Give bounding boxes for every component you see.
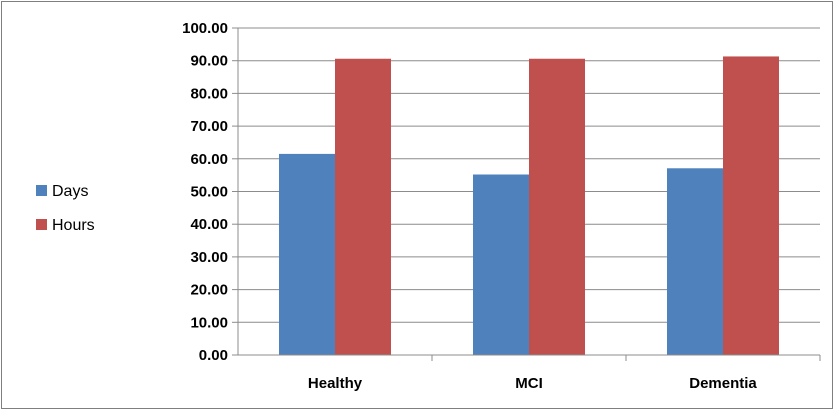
bar-days-mci	[473, 174, 529, 355]
y-tick-label: 70.00	[190, 118, 228, 135]
x-category-label: Dementia	[689, 375, 757, 392]
x-category-labels: Healthy MCI Dementia	[308, 375, 758, 392]
legend-label-days: Days	[52, 183, 88, 200]
y-tick-label: 50.00	[190, 184, 228, 201]
bar-days-healthy	[279, 153, 335, 355]
y-tick-label: 100.00	[182, 20, 228, 37]
y-tick-label: 90.00	[190, 53, 228, 70]
y-tick-label: 30.00	[190, 249, 228, 266]
axes	[232, 27, 821, 361]
legend: Days Hours	[36, 183, 95, 234]
x-category-label: Healthy	[308, 375, 363, 392]
y-tick-label: 10.00	[190, 314, 228, 331]
bar-hours-mci	[529, 58, 585, 355]
y-tick-label: 20.00	[190, 282, 228, 299]
y-tick-label: 60.00	[190, 151, 228, 168]
y-tick-label: 80.00	[190, 85, 228, 102]
bar-days-dementia	[667, 168, 723, 355]
bar-chart: 0.00 10.00 20.00 30.00 40.00 50.00 60.00 70.00 8…	[36, 20, 821, 392]
legend-label-hours: Hours	[52, 217, 95, 234]
bar-hours-healthy	[335, 58, 391, 355]
y-tick-label: 40.00	[190, 216, 228, 233]
bar-hours-dementia	[723, 56, 779, 355]
legend-swatch-days	[36, 185, 47, 196]
y-tick-labels: 0.00 10.00 20.00 30.00 40.00 50.00 60.00 70.00 8…	[182, 20, 228, 364]
y-tick-label: 0.00	[199, 347, 228, 364]
bars	[279, 56, 779, 355]
x-category-label: MCI	[515, 375, 543, 392]
legend-swatch-hours	[36, 219, 47, 230]
